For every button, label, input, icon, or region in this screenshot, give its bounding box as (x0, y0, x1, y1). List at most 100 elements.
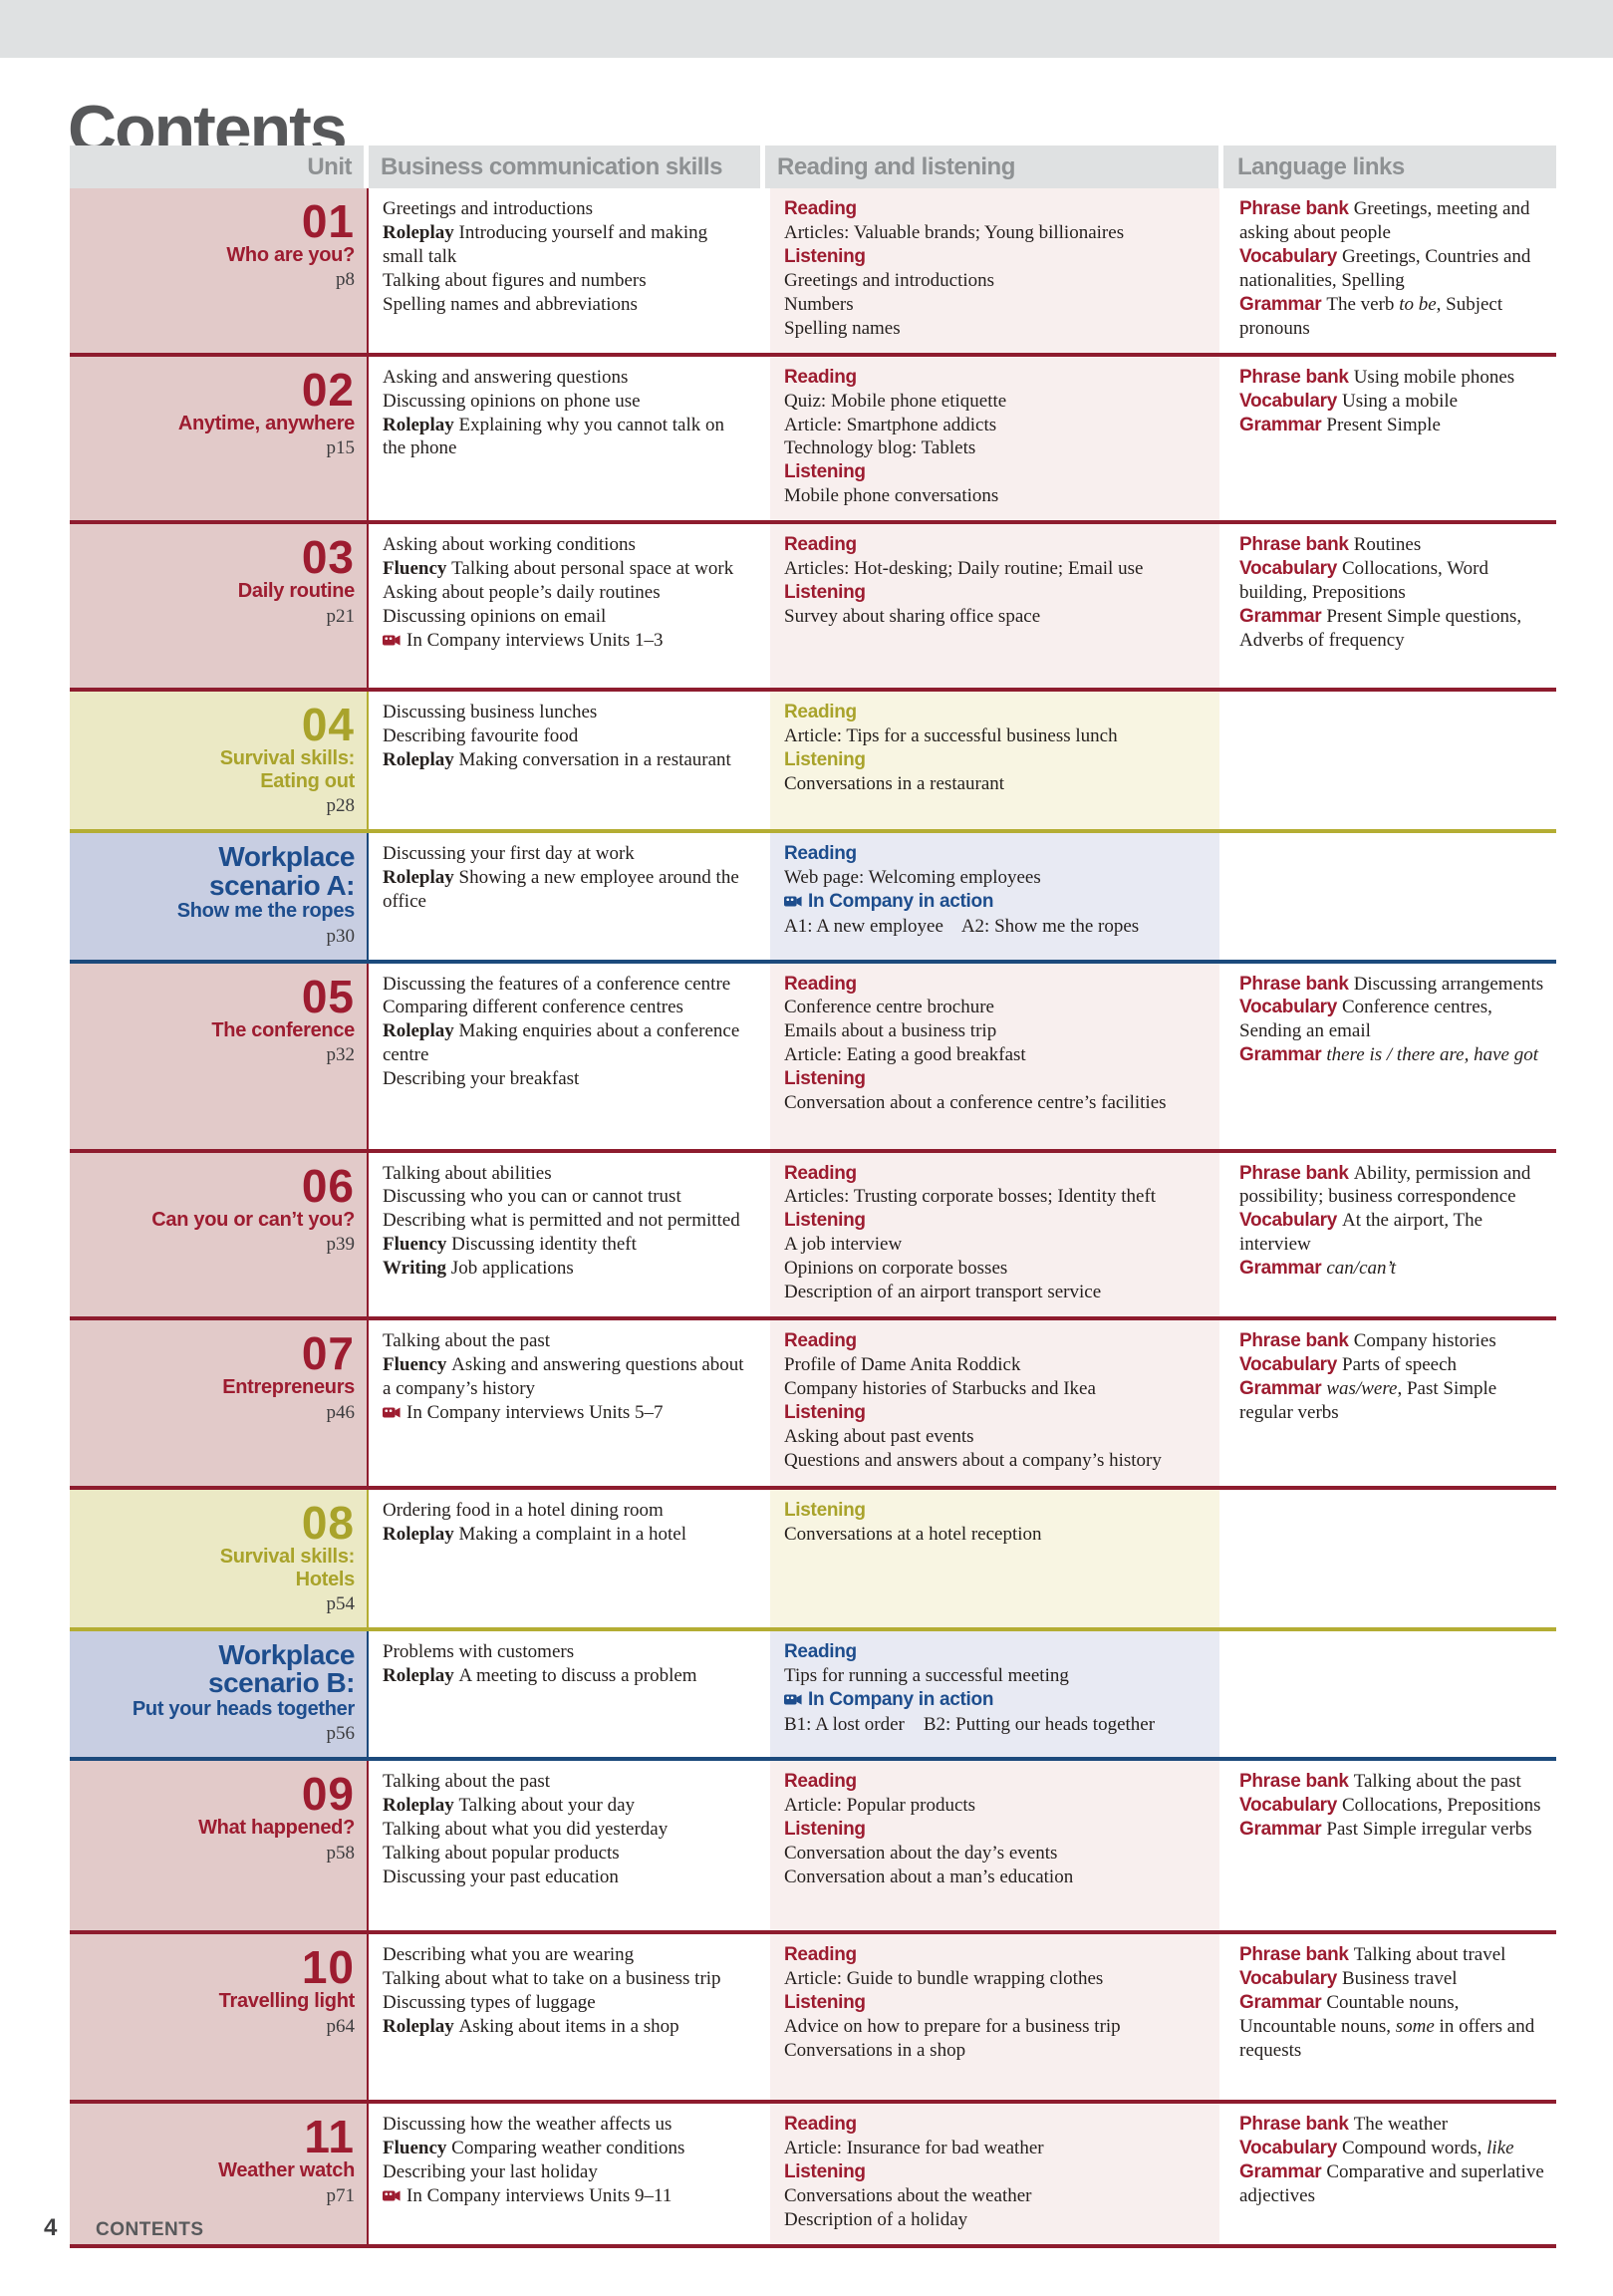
content-line: Articles: Valuable brands; Young billion… (784, 221, 1206, 245)
content-line: In Company interviews Units 9–11 (383, 2184, 751, 2209)
text-segment: Vocabulary (1239, 245, 1342, 267)
text-segment: Grammar (1239, 414, 1327, 435)
text-segment: Vocabulary (1239, 558, 1342, 580)
content-line: Listening (784, 748, 1206, 772)
text-segment: A meeting to discuss a problem (458, 1664, 697, 1686)
text-segment: Grammar (1239, 1044, 1327, 1066)
unit-cell: 09 What happened? p58 (70, 1761, 369, 1931)
content-line: Grammar Present Simple (1239, 414, 1552, 437)
text-segment: Discussing the features of a conference … (383, 973, 731, 995)
reading-cell: Reading Articles: Valuable brands; Young … (765, 188, 1223, 353)
content-line: Fluency Discussing identity theft (383, 1233, 751, 1257)
text-segment: Listening (784, 1068, 866, 1090)
content-line: Article: Tips for a successful business … (784, 724, 1206, 748)
content-line: Vocabulary Business travel (1239, 1967, 1552, 1991)
text-segment: Listening (784, 1500, 866, 1522)
units-table-header: Unit Business communication skills Readi… (70, 145, 1556, 188)
text-segment: Phrase bank (1239, 1944, 1354, 1966)
links-cell: Phrase bank Discussing arrangements Vocab… (1223, 963, 1556, 1149)
content-line: In Company interviews Units 1–3 (383, 629, 751, 654)
text-segment: Using a mobile (1342, 390, 1459, 412)
content-line: Web page: Welcoming employees (784, 866, 1206, 890)
content-line: Opinions on corporate bosses (784, 1257, 1206, 1281)
content-line: Discussing business lunches (383, 701, 751, 724)
unit-title: The conference (211, 1018, 355, 1041)
text-segment: Present Simple questions, Adverbs of fre… (1239, 606, 1525, 651)
text-segment: Grammar (1239, 1378, 1327, 1400)
text-segment: Articles: Hot-desking; Daily routine; Em… (784, 558, 1144, 580)
content-line: Vocabulary At the airport, The interview (1239, 1209, 1552, 1257)
text-segment: Describing favourite food (383, 725, 579, 747)
unit-cell: 04 Survival skills: Eating out p28 (70, 692, 369, 830)
text-segment: Spelling names and abbreviations (383, 293, 638, 315)
text-segment: Conversation about a conference centre’s… (784, 1092, 1167, 1114)
links-cell (1223, 692, 1556, 830)
column-header-unit: Unit (70, 145, 369, 188)
content-line: Conversation about a conference centre’s… (784, 1091, 1206, 1115)
text-segment: Greetings, meeting and asking about peop… (1239, 198, 1535, 243)
text-segment: Discussing identity theft (451, 1234, 637, 1256)
text-segment: Reading (784, 1771, 857, 1793)
content-line: Technology blog: Tablets (784, 436, 1206, 460)
text-segment: , Subject pronouns (1239, 293, 1507, 339)
text-segment: Ordering food in a hotel dining room (383, 1500, 664, 1522)
content-line: Vocabulary Parts of speech (1239, 1353, 1552, 1377)
content-line: Emails about a business trip (784, 1019, 1206, 1043)
unit-title: Show me the ropes (176, 900, 356, 923)
text-segment: Phrase bank (1239, 1330, 1354, 1352)
text-segment: Problems with customers (383, 1640, 575, 1662)
text-segment: Reading (784, 534, 857, 556)
unit-title: What happened? (198, 1817, 355, 1840)
text-segment: Conversations about the weather (784, 2185, 1032, 2207)
unit-title: Anytime, anywhere (177, 412, 355, 434)
unit-number: 06 (301, 1159, 355, 1212)
camcorder-icon (784, 1689, 802, 1713)
text-segment: Comparing different conference centres (383, 997, 683, 1018)
text-segment: Reading (784, 973, 857, 995)
text-segment: Discussing your past education (383, 1866, 619, 1888)
content-line: Spelling names and abbreviations (383, 293, 751, 317)
content-line: Grammar Comparative and superlative adje… (1239, 2160, 1552, 2208)
text-segment: Phrase bank (1239, 198, 1354, 219)
text-segment: Conversations in a restaurant (784, 773, 1005, 795)
text-segment: can/can’t (1326, 1258, 1397, 1280)
links-cell: Phrase bank Talking about travel Vocabula… (1223, 1934, 1556, 2101)
unit-title: Entrepreneurs (222, 1376, 355, 1399)
page-ref: p15 (326, 437, 356, 459)
text-segment: Conversations in a shop (784, 2040, 966, 2062)
units-table-body: 01 Who are you? p8 Greetings and introducti… (70, 188, 1556, 2249)
reading-cell: Reading Articles: Hot-desking; Daily rout… (765, 524, 1223, 689)
text-segment: Vocabulary (1239, 997, 1342, 1018)
content-line: Describing what you are wearing (383, 1943, 751, 1967)
content-line: Roleplay Introducing yourself and making… (383, 221, 751, 269)
content-line: Asking and answering questions (383, 366, 751, 390)
unit-title: Daily routine (237, 580, 356, 603)
content-line: Roleplay Asking about items in a shop (383, 2015, 751, 2039)
text-segment: Article: Tips for a successful business … (784, 725, 1118, 747)
text-segment: Phrase bank (1239, 2114, 1354, 2136)
text-segment: Conference centres, Sending an email (1239, 997, 1497, 1042)
content-line: Talking about the past (383, 1770, 751, 1794)
skills-cell: Asking about working conditions Fluency T… (369, 524, 765, 689)
column-header-skills: Business communication skills (369, 145, 765, 188)
text-segment: Vocabulary (1239, 1354, 1342, 1376)
content-line: Listening (784, 1067, 1206, 1091)
unit-number: 04 (301, 699, 355, 751)
content-line: Vocabulary Using a mobile (1239, 390, 1552, 414)
text-segment: Discussing arrangements (1353, 973, 1544, 995)
content-line: Describing your last holiday (383, 2160, 751, 2184)
unit-cell: 10 Travelling light p64 (70, 1934, 369, 2101)
content-line: Reading (784, 1162, 1206, 1186)
text-segment: Reading (784, 1944, 857, 1966)
skills-cell: Discussing your first day at work Rolepla… (369, 833, 765, 960)
reading-cell: Reading Quiz: Mobile phone etiquette Artic… (765, 356, 1223, 521)
text-segment: In Company interviews Units 9–11 (406, 2185, 672, 2207)
text-segment: Grammar (1239, 1819, 1327, 1841)
content-line: Roleplay Making conversation in a restau… (383, 748, 751, 772)
page-ref: p28 (326, 795, 356, 817)
content-line: Articles: Trusting corporate bosses; Ide… (784, 1185, 1206, 1209)
text-segment: Article: Insurance for bad weather (784, 2138, 1044, 2159)
unit-number: 02 (301, 363, 355, 416)
content-line: Conversations in a shop (784, 2039, 1206, 2063)
text-segment: Roleplay (383, 2016, 459, 2038)
